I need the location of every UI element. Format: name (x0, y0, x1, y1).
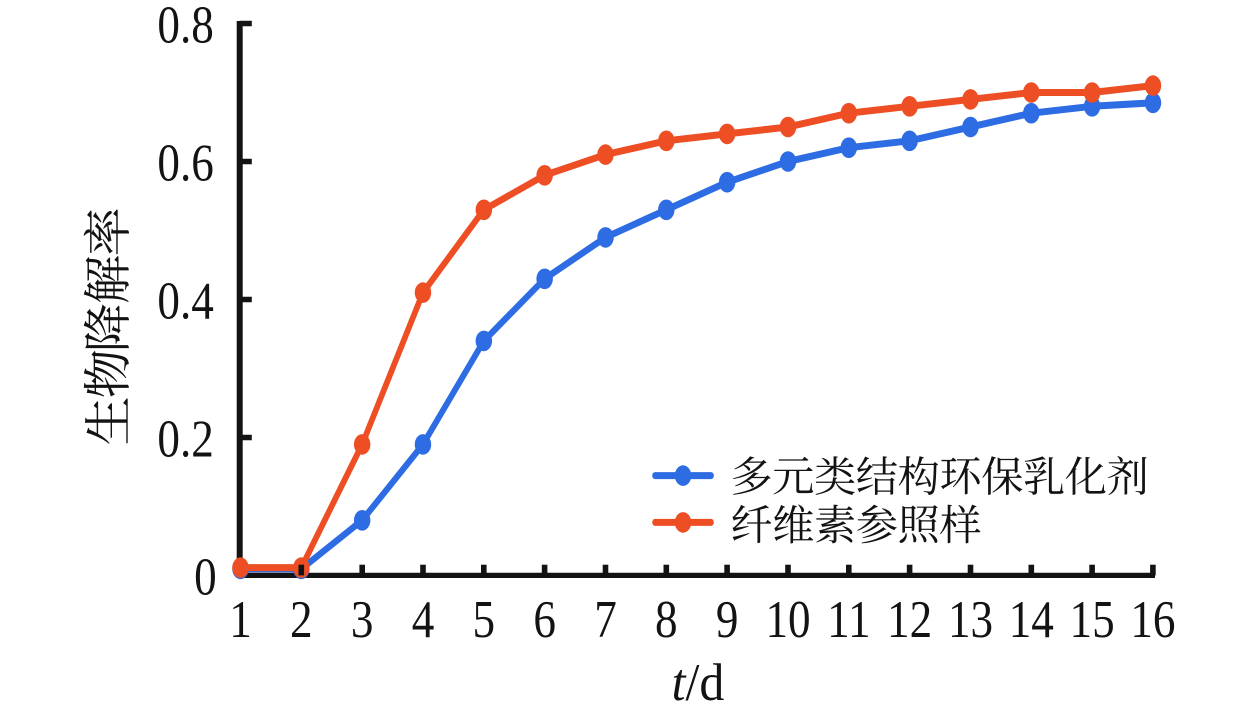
svg-text:6: 6 (533, 589, 556, 648)
svg-text:13: 13 (948, 589, 993, 648)
svg-text:0.6: 0.6 (157, 133, 213, 192)
svg-text:9: 9 (716, 589, 739, 648)
svg-text:1: 1 (229, 589, 252, 648)
svg-text:10: 10 (765, 589, 810, 648)
svg-text:8: 8 (655, 589, 678, 648)
svg-text:16: 16 (1130, 589, 1175, 648)
svg-text:t/d: t/d (672, 653, 725, 712)
svg-text:5: 5 (473, 589, 496, 648)
svg-text:11: 11 (827, 589, 870, 648)
svg-text:3: 3 (351, 589, 374, 648)
svg-text:12: 12 (887, 589, 932, 648)
svg-text:7: 7 (594, 589, 617, 648)
svg-text:15: 15 (1070, 589, 1115, 648)
svg-text:2: 2 (290, 589, 313, 648)
svg-text:0: 0 (194, 547, 217, 606)
svg-text:0.8: 0.8 (157, 0, 213, 54)
svg-text:4: 4 (412, 589, 435, 648)
svg-text:14: 14 (1009, 589, 1054, 648)
svg-text:0.2: 0.2 (157, 409, 213, 468)
svg-text:0.4: 0.4 (157, 271, 213, 330)
